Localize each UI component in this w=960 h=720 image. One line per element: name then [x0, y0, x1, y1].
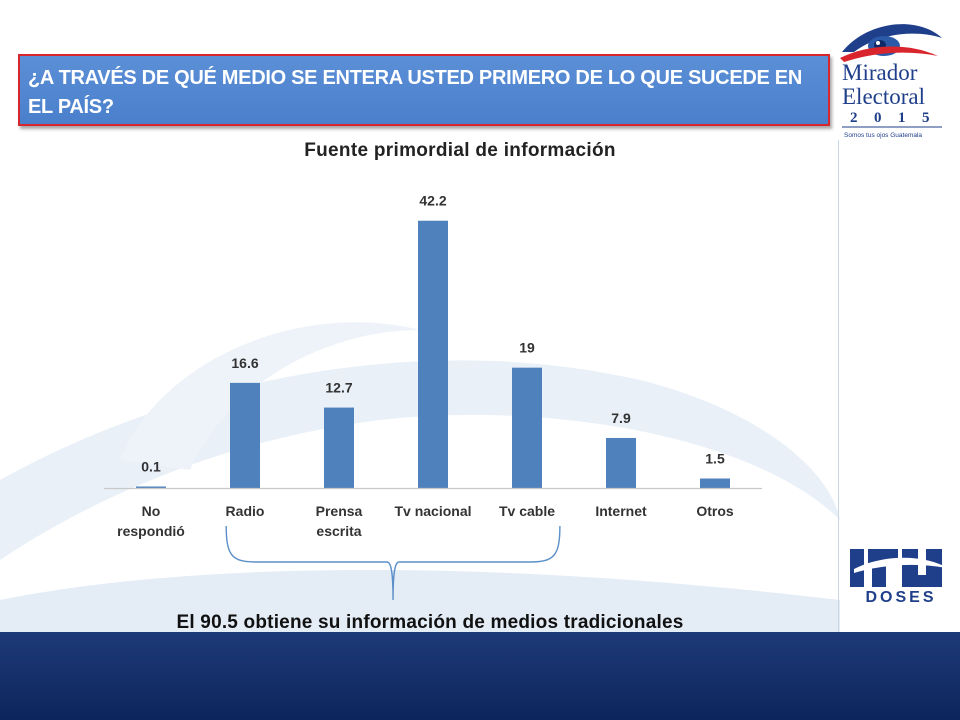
- bar-0: [136, 486, 166, 488]
- bar-6: [700, 478, 730, 488]
- bar-4: [512, 367, 542, 488]
- value-label-5: 7.9: [611, 410, 631, 426]
- divider-line: [838, 140, 839, 700]
- bar-1: [230, 382, 260, 488]
- category-label-2: Prensa escrita: [316, 503, 363, 539]
- mirador-line1: Mirador: [842, 60, 918, 85]
- category-label-4: Tv cable: [499, 503, 555, 519]
- bar-2: [324, 407, 354, 488]
- value-label-3: 42.2: [419, 193, 446, 209]
- value-label-0: 0.1: [141, 459, 161, 475]
- mirador-line2: Electoral: [842, 84, 925, 109]
- mirador-electoral-logo: Mirador Electoral 2 0 1 5 Somos tus ojos…: [840, 24, 942, 139]
- category-label-5: Internet: [595, 503, 647, 519]
- conclusion-text: El 90.5 obtiene su información de medios…: [176, 612, 684, 633]
- doses-logo: DOSES: [850, 549, 950, 605]
- mirador-digit-1: 2: [850, 110, 858, 126]
- category-label-6: Otros: [696, 503, 734, 519]
- chart-title: Fuente primordial de información: [304, 140, 616, 161]
- question-banner: ¿A TRAVÉS DE QUÉ MEDIO SE ENTERA USTED P…: [18, 54, 830, 126]
- bar-chart: 0.1 No respondió 16.6 Radio 12.7 Prensa escrita…: [104, 193, 762, 601]
- mirador-tagline: Somos tus ojos Guatemala: [844, 132, 922, 139]
- mirador-digit-2: 0: [874, 110, 882, 126]
- category-label-3: Tv nacional: [394, 503, 471, 519]
- mirador-digit-4: 5: [922, 110, 930, 126]
- mirador-digit-3: 1: [898, 110, 906, 126]
- traditional-media-bracket: [225, 525, 561, 601]
- category-label-1: Radio: [226, 503, 265, 519]
- value-label-2: 12.7: [325, 380, 352, 396]
- question-text: ¿A TRAVÉS DE QUÉ MEDIO SE ENTERA USTED P…: [28, 67, 802, 118]
- bottom-band: [0, 632, 960, 720]
- category-label-0: No respondió: [117, 503, 185, 539]
- value-label-1: 16.6: [231, 355, 258, 371]
- bar-3: [418, 220, 448, 488]
- value-label-6: 1.5: [705, 451, 725, 467]
- doses-text: DOSES: [865, 589, 936, 605]
- value-label-4: 19: [519, 340, 535, 356]
- bar-5: [606, 437, 636, 488]
